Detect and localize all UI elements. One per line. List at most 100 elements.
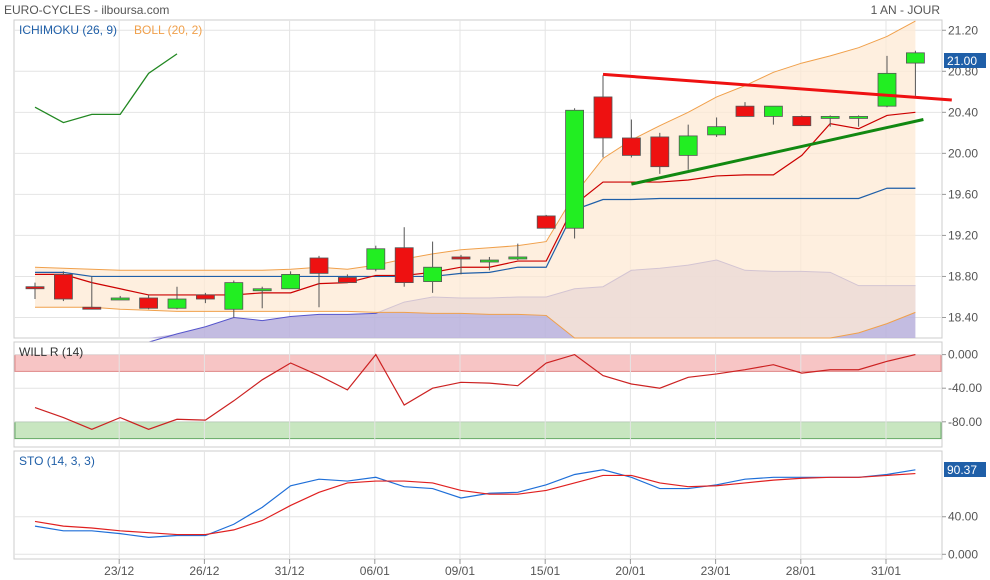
x-tick-label: 31/12: [275, 564, 305, 578]
candle-body: [167, 298, 187, 309]
candle: [54, 271, 73, 302]
y-tick-label: -40.00: [948, 381, 982, 395]
willr-title: WILL R (14): [19, 345, 83, 359]
sto-title: STO (14, 3, 3): [19, 454, 95, 468]
boll-lower-line: [35, 306, 916, 339]
candle: [565, 108, 584, 239]
chikou-line: [34, 53, 178, 124]
candle-body: [792, 116, 812, 127]
y-tick-label: 20.40: [948, 105, 978, 119]
ichimoku-lines: [34, 53, 916, 296]
sto-y-axis: 40.00 0.000: [942, 510, 978, 561]
y-tick-label: 18.80: [948, 269, 978, 283]
y-tick-label: 20.00: [948, 146, 978, 160]
candle: [423, 241, 443, 293]
candle-body: [451, 256, 471, 260]
candle: [593, 75, 613, 158]
candle-body: [650, 136, 670, 168]
candle: [479, 256, 499, 271]
x-tick-label: 15/01: [530, 564, 560, 578]
willr-bands: [14, 354, 942, 440]
candle: [139, 294, 159, 310]
kijun-line: [35, 187, 916, 278]
x-tick-label: 31/01: [871, 564, 901, 578]
y-tick-label: 18.40: [948, 310, 978, 324]
last-price-badge: [944, 53, 986, 68]
candle-body: [593, 96, 613, 139]
sto-series-d: [34, 472, 916, 536]
trendline-red: [602, 72, 952, 102]
candle: [110, 295, 130, 301]
candle: [451, 254, 471, 275]
candle: [252, 286, 272, 309]
legend-boll: BOLL (20, 2): [134, 23, 202, 37]
candle: [849, 115, 868, 127]
candle: [536, 214, 556, 229]
candle: [366, 245, 386, 272]
candle: [877, 55, 897, 108]
trendline-green: [631, 118, 924, 186]
sto-panel-frame: [13, 450, 943, 560]
tenkan-line: [35, 111, 916, 296]
bollinger-bands: [34, 20, 916, 339]
last-price-label: 21.00: [947, 54, 977, 68]
candle: [224, 280, 244, 318]
candle-body: [565, 109, 584, 229]
candle: [820, 115, 840, 127]
candle-body: [139, 297, 159, 309]
candle-body: [423, 266, 443, 282]
candle-body: [877, 72, 897, 107]
candle-body: [394, 247, 414, 284]
candle: [678, 124, 698, 170]
candle-body: [54, 273, 73, 300]
candle-body: [678, 135, 698, 156]
x-tick-label: 28/01: [786, 564, 816, 578]
candle: [764, 105, 783, 125]
x-tick-label: 06/01: [360, 564, 390, 578]
willr-panel: 0.000 -40.00 -80.00 WILL R (14): [13, 341, 982, 448]
willr-series: [34, 353, 916, 431]
candle-body: [110, 297, 130, 301]
candle: [394, 227, 414, 287]
sto-last-badge: [944, 462, 986, 477]
candle-body: [820, 116, 840, 119]
candle-body: [252, 288, 272, 292]
price-panel: 21.2020.8020.4020.0019.6019.2018.8018.40…: [13, 19, 986, 347]
y-tick-label: 40.00: [948, 510, 978, 524]
willr-zone: [14, 354, 942, 372]
candle-body: [82, 306, 102, 310]
sto-panel: 40.00 0.000 STO (14, 3, 3) 90.37: [13, 450, 986, 561]
sto-lines: [34, 469, 916, 539]
sto-grid: [14, 451, 942, 559]
candle: [906, 50, 925, 96]
candle: [735, 102, 755, 117]
sto-series-k: [34, 469, 916, 539]
candle: [337, 274, 357, 284]
x-tick-label: 23/01: [701, 564, 731, 578]
y-tick-label: 19.60: [948, 187, 978, 201]
candle-body: [622, 137, 641, 156]
willr-line: [34, 353, 916, 431]
x-tick-label: 26/12: [189, 564, 219, 578]
candle: [707, 117, 726, 137]
candle-body: [366, 248, 386, 270]
willr-zone: [14, 421, 942, 440]
candles: [25, 50, 925, 318]
trendlines: [602, 72, 952, 186]
x-tick-label: 09/01: [445, 564, 475, 578]
chart-header-period: 1 AN - JOUR: [871, 3, 941, 17]
candle-body: [764, 105, 783, 117]
candle: [82, 276, 102, 310]
y-tick-label: 19.20: [948, 228, 978, 242]
candle-body: [309, 257, 329, 274]
candle-body: [224, 282, 244, 310]
willr-y-axis: 0.000 -40.00 -80.00: [942, 348, 982, 429]
boll-fill: [35, 21, 916, 338]
candle: [195, 292, 215, 304]
candle-body: [536, 215, 556, 229]
candle: [792, 115, 812, 127]
candle-body: [508, 256, 528, 260]
candle: [650, 132, 670, 174]
